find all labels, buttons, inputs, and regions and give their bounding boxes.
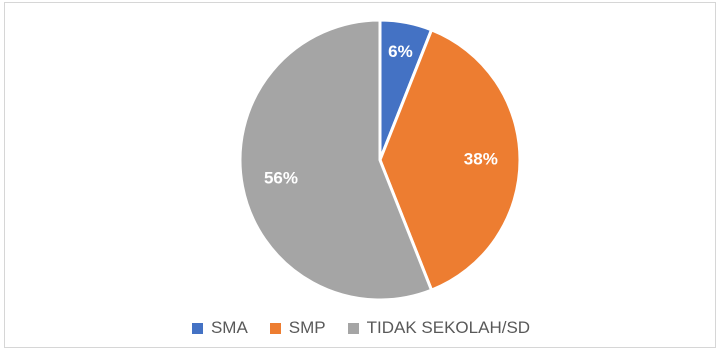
pie-chart: 6% 38% 56% [238,18,522,302]
pie-slice-smp [378,27,522,293]
legend-label-sma: SMA [210,318,248,337]
legend-label-smp: SMP [288,318,326,337]
legend-item-sma: SMA [191,318,248,338]
legend-item-tidak-sekolah-sd: TIDAK SEKOLAH/SD [347,318,531,338]
data-label-smp: 38% [464,149,498,168]
data-label-tidak-sekolah-sd: 56% [264,168,298,187]
legend: SMA SMP TIDAK SEKOLAH/SD [5,318,717,338]
chart-frame: 6% 38% 56% SMA SMP TIDAK SEKOLAH/SD [4,2,716,348]
legend-swatch-sma [191,322,203,334]
data-label-sma: 6% [388,42,413,61]
legend-item-smp: SMP [269,318,326,338]
legend-swatch-smp [269,322,281,334]
pie-slice-tidak-sekolah-sd [238,18,434,302]
legend-label-tidak-sekolah-sd: TIDAK SEKOLAH/SD [366,318,531,337]
legend-swatch-tidak-sekolah-sd [347,322,359,334]
